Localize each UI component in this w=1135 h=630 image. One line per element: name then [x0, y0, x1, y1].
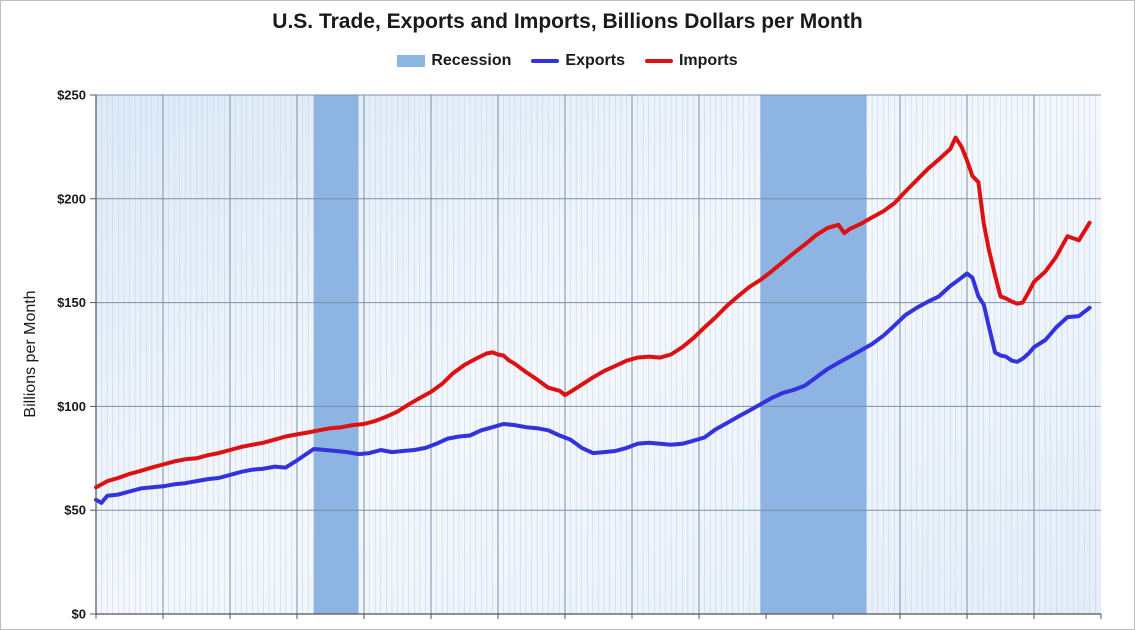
y-tick-label: $250 — [57, 88, 86, 103]
recession-bands — [313, 95, 867, 614]
legend-swatch-recession — [397, 55, 426, 67]
y-tick-labels: $0 $50 $100 $150 $200 $250 — [57, 88, 86, 622]
series-line-exports — [94, 271, 1092, 505]
legend-item-exports: Exports — [531, 52, 625, 70]
chart-legend: Recession Exports Imports — [0, 52, 1135, 70]
recession-band — [760, 95, 867, 614]
recession-band — [313, 95, 359, 614]
legend-item-recession: Recession — [397, 52, 511, 70]
y-tick-label: $0 — [72, 607, 86, 622]
legend-label-recession: Recession — [431, 52, 512, 69]
y-tick-label: $100 — [57, 399, 86, 414]
legend-item-imports: Imports — [644, 52, 738, 70]
axes — [95, 95, 1102, 619]
y-tick-label: $200 — [57, 191, 86, 206]
series-lines — [94, 135, 1092, 505]
series-line-imports — [94, 135, 1092, 490]
legend-label-imports: Imports — [678, 52, 738, 69]
y-tick-label: $150 — [57, 295, 86, 310]
y-tick-label: $50 — [64, 503, 86, 518]
legend-label-exports: Exports — [565, 52, 625, 69]
legend-swatch-imports — [644, 59, 673, 63]
chart-title: U.S. Trade, Exports and Imports, Billion… — [272, 10, 863, 33]
legend-swatch-exports — [531, 59, 560, 63]
